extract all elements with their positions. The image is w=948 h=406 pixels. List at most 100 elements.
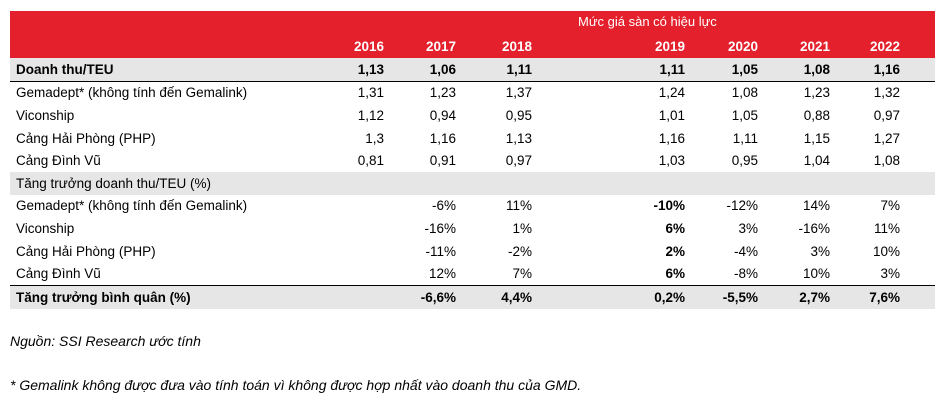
revenue-per-teu-table: Mức giá sàn có hiệu lực 2016 2017 2018 2…: [10, 11, 935, 309]
row-label: Doanh thu/TEU: [16, 61, 114, 77]
row-cell: 0,97: [505, 153, 532, 169]
row-cell: 1,16: [429, 130, 456, 146]
row-cell: 1,05: [731, 107, 758, 123]
year-2017: 2017: [425, 38, 456, 54]
row-cell: 1,11: [659, 61, 685, 77]
row-cell: 0,95: [731, 153, 758, 169]
row-label: Cảng Đình Vũ: [16, 153, 101, 169]
row-cell: 0,88: [803, 107, 830, 123]
row-cell: -16%: [798, 220, 830, 236]
row-cell: -4%: [733, 243, 758, 259]
row-cell: 1,13: [357, 61, 384, 77]
row-cell: 10%: [802, 266, 830, 282]
row-cell: 11%: [873, 220, 900, 236]
row-label: Gemadept* (không tính đến Gemalink): [16, 85, 248, 101]
table-row: Gemadept* (không tính đến Gemalink) 1,31 1…: [10, 82, 935, 105]
row-cell: 10%: [872, 243, 900, 259]
row-cell: 1,15: [803, 130, 830, 146]
source-note: Nguồn: SSI Research ước tính: [10, 333, 201, 349]
row-cell: 1,05: [731, 61, 758, 77]
row-cell: -8%: [733, 266, 758, 282]
row-cell: 7%: [880, 198, 900, 214]
row-label: Viconship: [16, 220, 75, 236]
table-row: Doanh thu/TEU 1,13 1,06 1,11 1,11 1,05 1,08 1,1…: [10, 58, 935, 82]
year-2019: 2019: [654, 38, 685, 54]
row-cell: 1,06: [429, 61, 456, 77]
row-cell: -10%: [653, 198, 685, 214]
row-cell: 7%: [512, 266, 532, 282]
row-cell: -11%: [425, 243, 456, 259]
row-cell: -5,5%: [722, 289, 758, 305]
row-cell: 1,03: [658, 153, 685, 169]
row-label: Cảng Hải Phòng (PHP): [16, 130, 156, 146]
row-cell: -2%: [507, 243, 532, 259]
row-cell: 0,2%: [654, 289, 685, 305]
year-2022: 2022: [869, 38, 900, 54]
row-cell: 1,32: [873, 85, 900, 101]
row-cell: 1,27: [873, 130, 900, 146]
table-row: Cảng Đình Vũ 0,81 0,91 0,97 1,03 0,95 1,04 1,08: [10, 149, 935, 172]
row-cell: 1,16: [658, 130, 685, 146]
table-row: Tăng trưởng doanh thu/TEU (%): [10, 171, 935, 195]
row-cell: 1,3: [365, 130, 384, 146]
row-label: Gemadept* (không tính đến Gemalink): [16, 198, 248, 214]
row-cell: 1,04: [803, 153, 830, 169]
row-cell: 1,11: [506, 61, 532, 77]
table-row: Cảng Hải Phòng (PHP) -11% -2% 2% -4% 3% 10%: [10, 240, 935, 263]
row-cell: 0,81: [357, 153, 384, 169]
table-row: Gemadept* (không tính đến Gemalink) -6% 11…: [10, 195, 935, 218]
table-row: Cảng Hải Phòng (PHP) 1,3 1,16 1,13 1,16 1,11 1…: [10, 127, 935, 150]
row-cell: 2,7%: [799, 289, 830, 305]
row-cell: 1,23: [803, 85, 830, 101]
row-cell: 12%: [428, 266, 456, 282]
row-cell: 1,13: [505, 130, 532, 146]
year-2016: 2016: [353, 38, 384, 54]
row-cell: 1,08: [803, 61, 830, 77]
row-label: Tăng trưởng bình quân (%): [16, 289, 191, 305]
row-cell: -6%: [431, 198, 456, 214]
row-cell: 0,95: [505, 107, 532, 123]
year-2018: 2018: [501, 38, 532, 54]
year-2021: 2021: [799, 38, 830, 54]
row-cell: -16%: [424, 220, 456, 236]
row-cell: 1,24: [658, 85, 685, 101]
header-title: Mức giá sàn có hiệu lực: [578, 14, 717, 29]
footnote: * Gemalink không được đưa vào tính toán …: [10, 377, 582, 393]
row-cell: 1,01: [658, 107, 685, 123]
row-cell: 11%: [505, 198, 532, 214]
row-cell: 3%: [880, 266, 900, 282]
year-2020: 2020: [727, 38, 758, 54]
row-cell: 1,08: [731, 85, 758, 101]
row-cell: 14%: [802, 198, 830, 214]
row-cell: 0,97: [873, 107, 900, 123]
row-cell: 3%: [810, 243, 830, 259]
row-cell: 1,23: [429, 85, 456, 101]
row-cell: 6%: [665, 220, 685, 236]
row-label: Cảng Đình Vũ: [16, 266, 101, 282]
table-header-years: 2016 2017 2018 2019 2020 2021 2022: [10, 34, 935, 58]
row-cell: 1,37: [505, 85, 532, 101]
row-cell: 1,11: [732, 130, 758, 146]
row-cell: -12%: [726, 198, 758, 214]
row-cell: 3%: [738, 220, 758, 236]
row-cell: 0,94: [429, 107, 456, 123]
row-cell: 4,4%: [501, 289, 532, 305]
row-cell: 1,31: [357, 85, 384, 101]
row-cell: -6,6%: [420, 289, 456, 305]
table-row: Cảng Đình Vũ 12% 7% 6% -8% 10% 3%: [10, 262, 935, 285]
table-header-title-bar: Mức giá sàn có hiệu lực: [10, 11, 935, 34]
row-cell: 1%: [512, 220, 532, 236]
row-label: Cảng Hải Phòng (PHP): [16, 243, 156, 259]
row-cell: 0,91: [429, 153, 456, 169]
row-cell: 6%: [665, 266, 685, 282]
table-row: Viconship -16% 1% 6% 3% -16% 11%: [10, 217, 935, 240]
row-cell: 2%: [665, 243, 685, 259]
row-label: Viconship: [16, 107, 75, 123]
table-body: Doanh thu/TEU 1,13 1,06 1,11 1,11 1,05 1,08 1,1…: [10, 58, 935, 309]
table-row: Viconship 1,12 0,94 0,95 1,01 1,05 0,88 0,97: [10, 104, 935, 127]
row-cell: 1,12: [357, 107, 384, 123]
row-cell: 7,6%: [869, 289, 900, 305]
table-row: Tăng trưởng bình quân (%) -6,6% 4,4% 0,2% -5…: [10, 284, 935, 309]
row-cell: 1,08: [873, 153, 900, 169]
row-cell: 1,16: [873, 61, 900, 77]
